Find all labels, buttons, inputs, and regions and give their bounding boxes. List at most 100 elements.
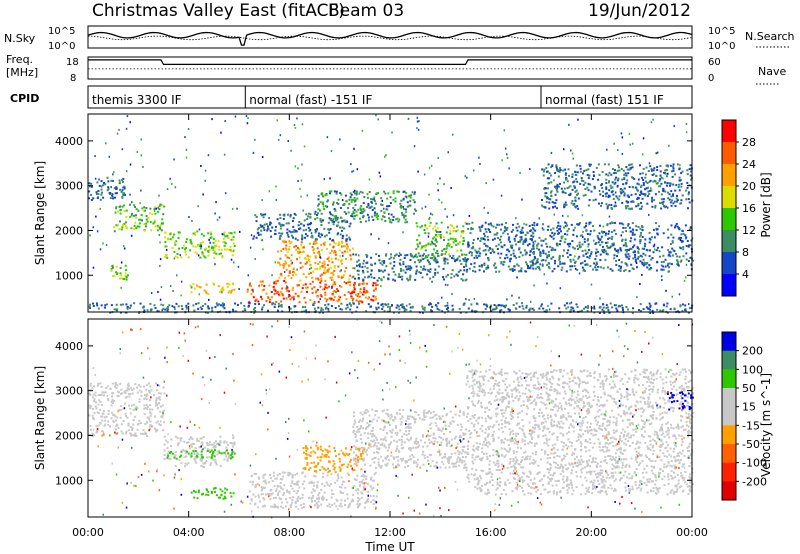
data-pixel (453, 465, 455, 468)
noise-pixel (441, 296, 443, 299)
data-pixel (443, 420, 446, 423)
data-pixel (426, 445, 429, 448)
noise-pixel (275, 185, 277, 188)
data-pixel (616, 169, 619, 172)
noise-pixel (657, 185, 660, 188)
data-pixel (250, 293, 253, 296)
data-pixel (588, 199, 591, 201)
data-pixel (298, 301, 301, 304)
data-pixel (416, 239, 419, 241)
data-pixel (351, 213, 354, 216)
data-pixel (458, 307, 461, 310)
data-pixel (632, 268, 635, 270)
freq-trace (88, 59, 692, 66)
data-pixel (166, 309, 169, 312)
data-pixel (212, 246, 215, 249)
noise-pixel (468, 214, 471, 217)
data-pixel (330, 496, 333, 499)
data-pixel (335, 215, 337, 217)
data-pixel (569, 254, 572, 256)
data-pixel (451, 304, 454, 307)
data-pixel (103, 416, 106, 419)
data-pixel (168, 304, 171, 307)
data-pixel (260, 486, 263, 489)
data-pixel (263, 505, 266, 508)
noise-pixel (153, 209, 156, 212)
data-pixel (455, 230, 458, 233)
data-pixel (171, 452, 174, 455)
noise-pixel (336, 224, 338, 227)
data-pixel (446, 258, 449, 261)
data-pixel (611, 306, 614, 309)
data-pixel (551, 165, 554, 167)
data-pixel (445, 275, 448, 278)
data-pixel (574, 190, 577, 193)
noise-pixel (160, 303, 162, 306)
data-pixel (584, 181, 587, 184)
data-pixel (349, 249, 351, 252)
data-pixel (96, 429, 99, 432)
data-pixel (189, 249, 192, 252)
data-pixel (361, 282, 364, 285)
data-pixel (365, 475, 368, 478)
data-pixel (625, 200, 628, 203)
data-pixel (201, 251, 204, 254)
data-pixel (532, 262, 535, 265)
data-pixel (531, 307, 534, 310)
data-pixel (290, 234, 293, 237)
data-pixel (421, 453, 424, 456)
data-pixel (587, 243, 590, 246)
data-pixel (324, 271, 327, 274)
data-pixel (207, 254, 210, 257)
data-pixel (366, 196, 369, 199)
data-pixel (468, 267, 471, 270)
noise-pixel (511, 294, 513, 297)
data-pixel (433, 440, 436, 443)
data-pixel (458, 453, 461, 456)
data-pixel (589, 183, 592, 186)
data-pixel (110, 404, 113, 407)
data-pixel (264, 479, 267, 482)
data-pixel (671, 199, 674, 202)
data-pixel (400, 206, 403, 209)
data-pixel (607, 181, 610, 184)
data-pixel (379, 262, 382, 265)
data-pixel (149, 427, 152, 430)
data-pixel (557, 232, 560, 235)
data-pixel (286, 489, 288, 492)
data-pixel (377, 416, 380, 419)
data-pixel (200, 450, 203, 453)
data-pixel (488, 228, 491, 231)
data-pixel (650, 189, 653, 192)
data-pixel (446, 262, 449, 265)
data-pixel (417, 259, 420, 262)
data-pixel (282, 297, 285, 300)
data-pixel (124, 412, 127, 415)
data-pixel (641, 176, 644, 179)
data-pixel (431, 416, 434, 419)
data-pixel (174, 435, 177, 438)
data-pixel (289, 298, 292, 301)
data-pixel (563, 206, 566, 208)
data-pixel (334, 283, 337, 286)
noise-pixel (364, 265, 366, 268)
nave-tick-top: 60 (708, 57, 721, 68)
data-pixel (280, 486, 283, 489)
data-pixel (273, 485, 276, 488)
data-pixel (465, 466, 468, 469)
data-pixel (530, 238, 533, 241)
data-pixel (383, 190, 386, 193)
data-pixel (352, 469, 355, 471)
data-pixel (286, 256, 289, 259)
data-pixel (341, 464, 344, 466)
data-pixel (642, 308, 645, 311)
data-pixel (377, 458, 380, 461)
data-pixel (417, 252, 420, 255)
data-pixel (312, 248, 315, 250)
data-pixel (149, 212, 151, 215)
data-pixel (303, 257, 306, 259)
data-pixel (305, 261, 308, 264)
data-pixel (111, 395, 113, 398)
data-pixel (349, 222, 352, 225)
data-pixel (463, 269, 466, 272)
